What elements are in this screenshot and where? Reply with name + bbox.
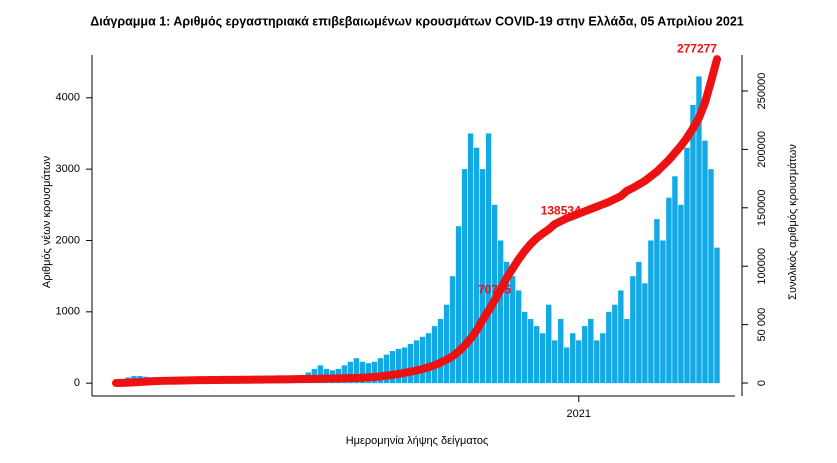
bar bbox=[576, 340, 582, 384]
bar bbox=[449, 276, 456, 384]
bar bbox=[521, 311, 528, 384]
cumulative-line bbox=[112, 55, 721, 388]
bar bbox=[389, 351, 396, 384]
bar bbox=[600, 333, 606, 384]
y-tick-label: 1000 bbox=[56, 306, 80, 318]
bar bbox=[678, 204, 684, 384]
bar bbox=[371, 361, 378, 384]
bar bbox=[648, 240, 654, 384]
y2-tick-label: 200000 bbox=[756, 131, 768, 168]
bar bbox=[347, 361, 354, 384]
bar bbox=[467, 133, 474, 384]
bar bbox=[461, 169, 468, 384]
value-label: 70735 bbox=[478, 283, 512, 297]
bar bbox=[642, 283, 648, 384]
bar bbox=[546, 304, 552, 384]
bar bbox=[702, 140, 708, 384]
bar bbox=[485, 133, 492, 384]
bar bbox=[636, 261, 642, 384]
x-axis-label: Ημερομηνία λήψης δείγματος bbox=[346, 435, 489, 447]
bar bbox=[353, 358, 360, 384]
y-tick-label: 2000 bbox=[56, 234, 80, 246]
bar bbox=[479, 169, 486, 384]
bar bbox=[503, 261, 510, 384]
chart-title: Διάγραμμα 1: Αριθμός εργαστηριακά επιβεβ… bbox=[90, 14, 744, 28]
bar bbox=[407, 343, 414, 384]
bar bbox=[690, 104, 696, 384]
bar bbox=[437, 318, 444, 384]
y2-axis-label: Συνολικός αριθμός κρουσμάτων bbox=[787, 144, 799, 300]
bar bbox=[558, 318, 564, 384]
bar bbox=[383, 354, 390, 384]
bar bbox=[473, 147, 480, 384]
bar bbox=[708, 169, 714, 384]
bar bbox=[684, 147, 690, 384]
bar bbox=[582, 326, 588, 384]
bar bbox=[533, 326, 540, 384]
bar bbox=[515, 290, 522, 384]
y2-tick-label: 250000 bbox=[756, 73, 768, 110]
bar bbox=[359, 361, 366, 384]
bar bbox=[714, 247, 720, 384]
bar bbox=[618, 290, 624, 384]
bar bbox=[696, 76, 702, 384]
bar bbox=[672, 176, 678, 384]
bar bbox=[606, 311, 612, 384]
bar bbox=[660, 240, 666, 384]
value-label: 277277 bbox=[677, 41, 717, 55]
bar bbox=[624, 318, 630, 384]
bar bbox=[527, 318, 534, 384]
bar bbox=[365, 363, 372, 384]
bar bbox=[588, 318, 594, 384]
bar bbox=[564, 347, 570, 384]
y-tick-label: 3000 bbox=[56, 163, 80, 175]
bar bbox=[431, 326, 438, 384]
bar bbox=[455, 226, 462, 384]
y2-tick-label: 0 bbox=[756, 380, 768, 386]
bar bbox=[377, 358, 384, 384]
x-tick-label: 2021 bbox=[567, 408, 591, 420]
y2-tick-label: 100000 bbox=[756, 248, 768, 285]
value-label: 138534 bbox=[541, 203, 581, 217]
y2-tick-label: 150000 bbox=[756, 189, 768, 226]
bar bbox=[509, 276, 516, 384]
y-axis-label: Αριθμός νέων κρουσμάτων bbox=[41, 155, 53, 288]
bar bbox=[443, 304, 450, 384]
bar bbox=[401, 347, 408, 384]
bar bbox=[612, 304, 618, 384]
bar bbox=[630, 276, 636, 384]
y-tick-label: 0 bbox=[74, 377, 80, 389]
bar bbox=[570, 333, 576, 384]
bar bbox=[419, 336, 426, 384]
bar bbox=[413, 340, 420, 384]
y-tick-label: 4000 bbox=[56, 92, 80, 104]
bar bbox=[317, 365, 324, 384]
bar bbox=[341, 365, 348, 384]
bar bbox=[395, 348, 402, 384]
bar bbox=[425, 333, 432, 384]
bar bbox=[552, 340, 558, 384]
bar bbox=[540, 333, 546, 384]
bar bbox=[666, 197, 672, 384]
bar bbox=[654, 219, 660, 384]
bar bbox=[594, 340, 600, 384]
y2-tick-label: 50 000 bbox=[756, 308, 768, 342]
bar bbox=[497, 240, 504, 384]
